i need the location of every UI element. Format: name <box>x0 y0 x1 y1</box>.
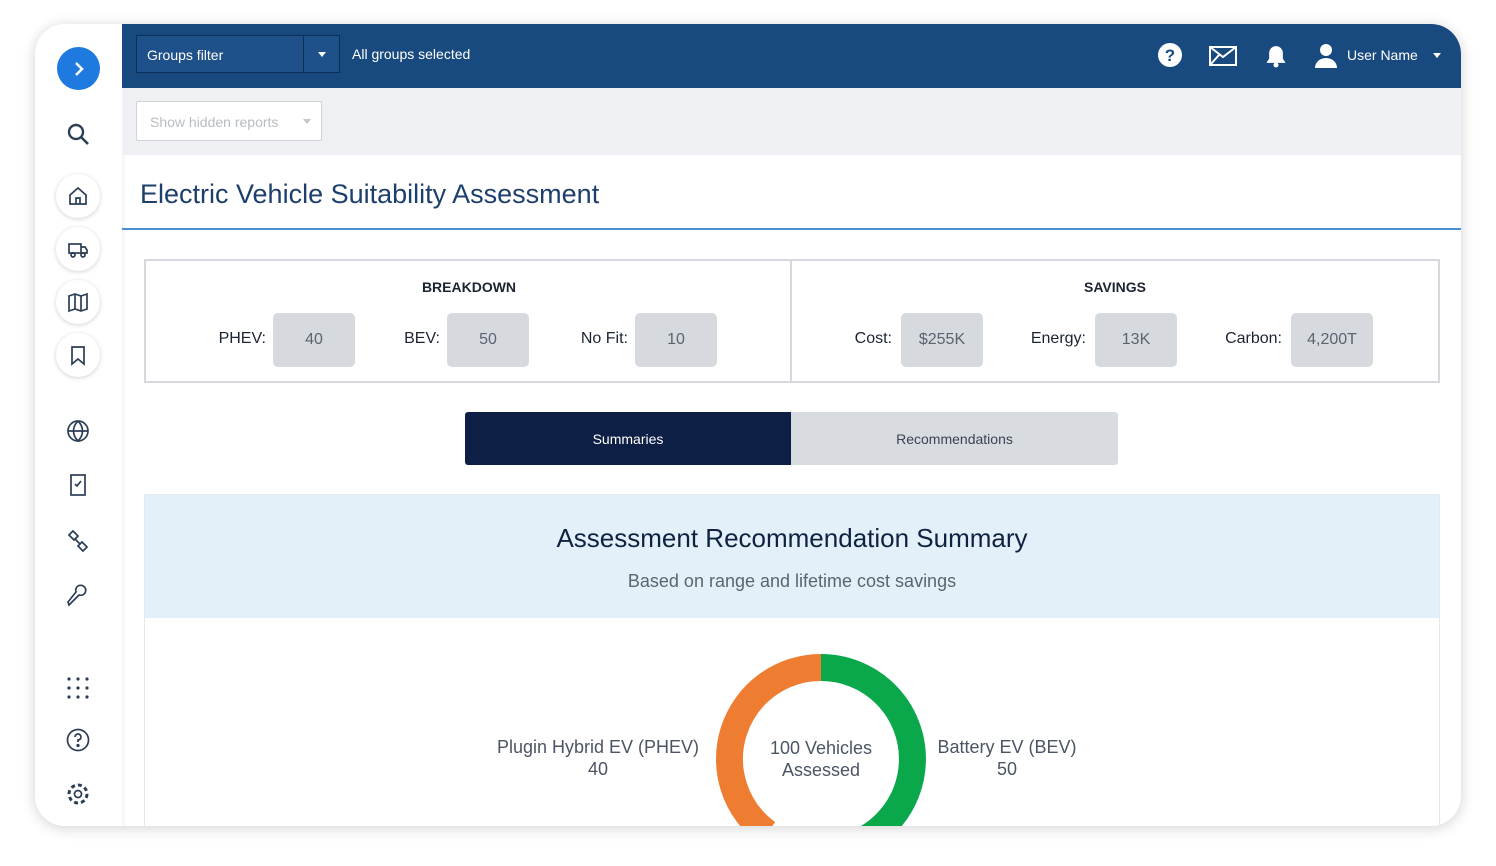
caret <box>318 52 326 57</box>
svg-text:?: ? <box>1165 46 1175 65</box>
help-icon[interactable] <box>66 728 90 752</box>
caret <box>303 119 311 124</box>
maintenance-icon[interactable] <box>66 584 90 608</box>
segment-name: Battery EV (BEV) <box>937 737 1076 757</box>
icon <box>66 584 90 608</box>
stat-label: Cost: <box>855 330 892 348</box>
notifications-button[interactable] <box>1264 42 1288 70</box>
hidden-reports-label: Show hidden reports <box>150 114 278 130</box>
tab-active[interactable]: Summaries <box>465 412 791 465</box>
page-title: Electric Vehicle Suitability Assessment <box>140 179 599 210</box>
summary-title: Assessment Recommendation Summary <box>145 523 1439 554</box>
icon <box>66 529 90 553</box>
vehicles-button[interactable] <box>56 227 100 271</box>
stat-value: $255K <box>901 313 983 367</box>
user-caret <box>1433 53 1441 58</box>
savings-panel: SAVINGS Cost: $255K Energy: 13K Carbon: 4,200… <box>790 259 1440 383</box>
app-window: Groups filter All groups selected ? User… <box>35 24 1461 826</box>
donut-center-label: 100 Vehicles Assessed <box>756 737 886 781</box>
summary-header <box>145 495 1439 618</box>
stat-value: 4,200T <box>1291 313 1373 367</box>
bookmark-button[interactable] <box>56 333 100 377</box>
stat-label: PHEV: <box>219 330 266 348</box>
groups-status: All groups selected <box>352 46 470 62</box>
groups-filter-label: Groups filter <box>147 47 223 63</box>
tab[interactable]: Recommendations <box>791 412 1118 465</box>
icon <box>67 185 89 207</box>
title-rule <box>122 228 1461 230</box>
top-bar: Groups filter All groups selected ? User… <box>122 24 1461 88</box>
icon <box>67 238 89 260</box>
segment-value: 50 <box>997 759 1017 779</box>
report-icon[interactable] <box>66 473 90 497</box>
home-button[interactable] <box>56 174 100 218</box>
breakdown-panel: BREAKDOWN PHEV: 40 BEV: 50 No Fit: 10 <box>144 259 792 383</box>
rules-icon[interactable] <box>66 529 90 553</box>
icon <box>66 728 90 752</box>
stat-label: Energy: <box>1031 330 1086 348</box>
settings-icon[interactable] <box>66 782 90 806</box>
icon <box>66 122 90 146</box>
stat-value: 40 <box>273 313 355 367</box>
icon <box>66 676 90 700</box>
stat-value: 10 <box>635 313 717 367</box>
stat-label: No Fit: <box>581 330 628 348</box>
user-icon[interactable] <box>1314 43 1338 69</box>
icon <box>66 782 90 806</box>
icon <box>66 473 90 497</box>
mail-button[interactable] <box>1209 46 1237 66</box>
globe-icon[interactable] <box>66 419 90 443</box>
segment-value: 40 <box>588 759 608 779</box>
donut-chart: Plugin Hybrid EV (PHEV)40 Battery EV (BEV… <box>145 618 1439 826</box>
hidden-reports-select[interactable]: Show hidden reports <box>136 101 322 141</box>
divider <box>303 36 304 72</box>
panel-title: BREAKDOWN <box>146 279 792 295</box>
summary-subtitle: Based on range and lifetime cost savings <box>145 571 1439 592</box>
map-button[interactable] <box>56 280 100 324</box>
help-button[interactable]: ? <box>1157 42 1183 68</box>
toolbar: Show hidden reports <box>122 88 1461 155</box>
icon <box>67 344 89 366</box>
stat-label: Carbon: <box>1225 330 1282 348</box>
icon <box>67 291 89 313</box>
segment-name: Plugin Hybrid EV (PHEV) <box>497 737 699 757</box>
chevron-icon <box>71 61 87 77</box>
stat-value: 50 <box>447 313 529 367</box>
icon <box>66 419 90 443</box>
summary-card: Assessment Recommendation Summary Based … <box>144 494 1440 826</box>
apps-icon[interactable] <box>66 676 90 700</box>
stat-label: BEV: <box>404 330 440 348</box>
sidebar <box>35 24 122 826</box>
panel-title: SAVINGS <box>792 279 1438 295</box>
stat-value: 13K <box>1095 313 1177 367</box>
groups-filter[interactable]: Groups filter <box>136 35 340 73</box>
user-name[interactable]: User Name <box>1347 47 1418 63</box>
expand-button[interactable] <box>57 47 100 90</box>
search-icon[interactable] <box>66 122 90 146</box>
